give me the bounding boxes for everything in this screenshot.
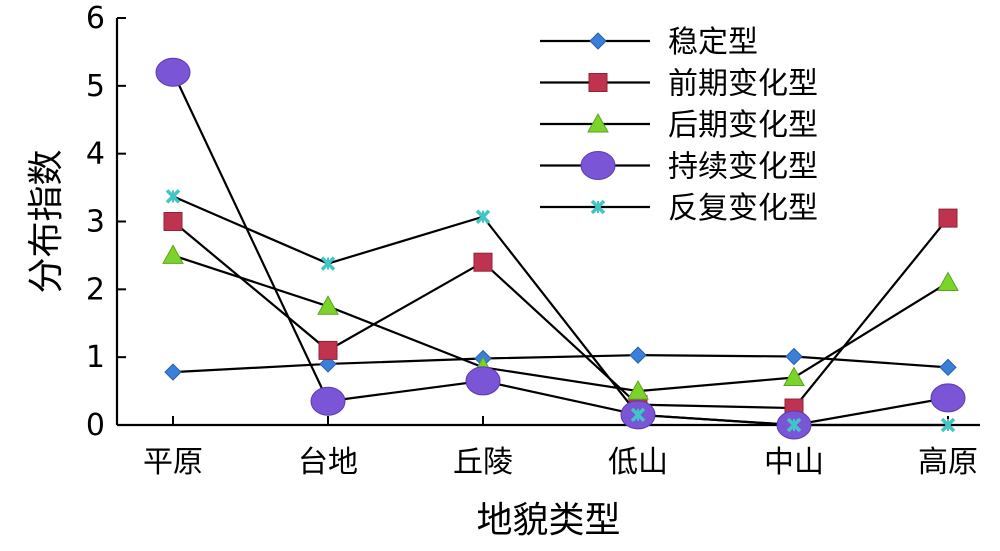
data-point-4-2 — [475, 209, 491, 224]
data-point-1-0 — [163, 212, 183, 231]
y-tick-label: 5 — [86, 69, 105, 104]
legend-item-4: 反复变化型 — [540, 191, 818, 226]
data-point-0-5 — [939, 358, 957, 377]
legend-item-3: 持续变化型 — [540, 150, 818, 185]
y-tick-label: 6 — [86, 1, 105, 36]
legend-item-0: 稳定型 — [540, 25, 758, 60]
data-point-2-4 — [783, 366, 805, 387]
data-point-0-4 — [785, 347, 803, 366]
y-tick-label: 1 — [86, 340, 105, 375]
y-ticks: 0 1 2 3 4 5 6 — [86, 1, 126, 443]
y-axis-title: 分布指数 — [26, 149, 67, 293]
x-ticks: 平原 台地 丘陵 低山 中山 高原 — [143, 416, 978, 480]
data-point-4-5 — [940, 417, 956, 433]
series-line-3 — [172, 71, 949, 427]
data-point-3-5 — [930, 383, 966, 413]
y-tick-label: 0 — [86, 408, 105, 443]
legend-label: 稳定型 — [668, 25, 758, 60]
x-axis-title: 地貌类型 — [476, 500, 620, 541]
y-tick-label: 3 — [86, 205, 105, 240]
legend-item-1: 前期变化型 — [540, 67, 818, 102]
series-line-2 — [172, 254, 949, 393]
data-point-2-3 — [627, 380, 649, 400]
x-tick-label: 丘陵 — [453, 445, 513, 480]
data-point-2-5 — [937, 271, 959, 292]
data-point-3-0 — [155, 57, 191, 87]
legend-label: 后期变化型 — [668, 108, 818, 143]
data-point-2-0 — [162, 244, 184, 264]
data-point-2-1 — [317, 295, 339, 315]
x-tick-label: 平原 — [143, 445, 203, 480]
legend-label: 前期变化型 — [668, 67, 818, 102]
data-point-1-5 — [938, 208, 958, 228]
data-point-4-0 — [165, 189, 181, 204]
axes — [115, 18, 980, 427]
series-line-1 — [172, 217, 949, 410]
data-point-1-1 — [318, 340, 338, 360]
data-point-3-2 — [465, 366, 501, 396]
data-point-1-2 — [473, 252, 493, 272]
data-point-3-1 — [310, 386, 346, 416]
x-tick-label: 高原 — [918, 445, 978, 480]
y-tick-label: 4 — [86, 137, 105, 172]
data-point-0-1 — [319, 355, 337, 373]
data-point-0-0 — [164, 363, 182, 381]
data-point-0-3 — [629, 346, 647, 364]
x-tick-label: 中山 — [764, 445, 824, 480]
x-tick-label: 低山 — [608, 445, 668, 480]
series-line-0 — [172, 354, 949, 374]
data-point-4-3 — [630, 407, 646, 423]
legend-label: 持续变化型 — [668, 150, 818, 185]
series-layer — [155, 57, 966, 440]
y-tick-label: 2 — [86, 272, 105, 307]
legend-item-2: 后期变化型 — [540, 108, 818, 143]
data-point-4-4 — [786, 417, 802, 433]
series-line-4 — [172, 195, 948, 427]
x-tick-label: 台地 — [298, 445, 358, 480]
data-point-4-1 — [320, 256, 336, 271]
legend-label: 反复变化型 — [668, 191, 818, 226]
